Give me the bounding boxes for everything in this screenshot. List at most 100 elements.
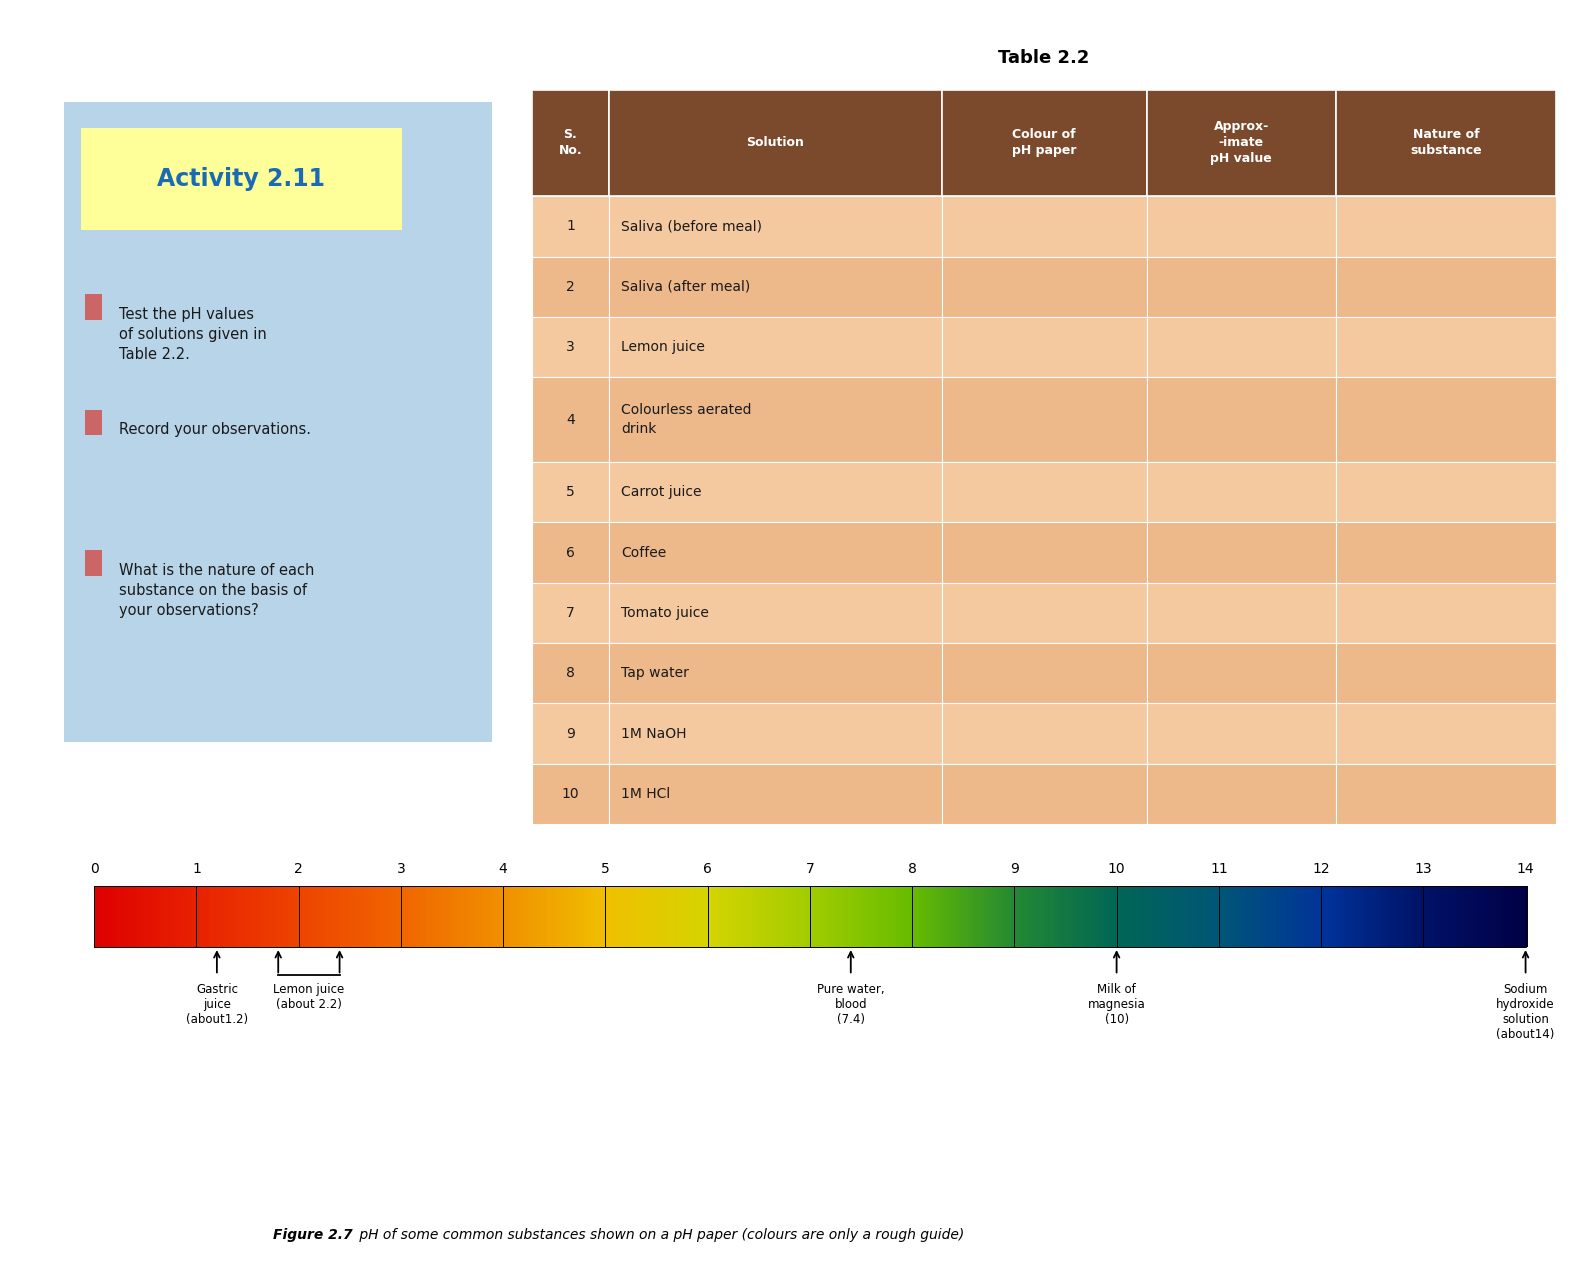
Bar xyxy=(926,886,931,947)
Bar xyxy=(405,886,410,947)
Text: 14: 14 xyxy=(1517,861,1534,876)
Bar xyxy=(1402,886,1409,947)
Text: 6: 6 xyxy=(565,545,575,559)
Bar xyxy=(532,90,608,196)
Bar xyxy=(664,886,669,947)
Text: Milk of
magnesia
(10): Milk of magnesia (10) xyxy=(1088,983,1145,1027)
Bar xyxy=(1386,886,1391,947)
Bar xyxy=(135,886,141,947)
Bar xyxy=(1147,886,1153,947)
Bar xyxy=(227,886,232,947)
Bar xyxy=(1499,886,1504,947)
Bar xyxy=(299,886,305,947)
Bar xyxy=(170,886,175,947)
Bar xyxy=(1018,886,1023,947)
Bar xyxy=(197,886,202,947)
Bar xyxy=(980,886,986,947)
Bar xyxy=(414,886,419,947)
Bar xyxy=(1515,886,1521,947)
Bar xyxy=(268,886,273,947)
Bar xyxy=(376,886,383,947)
Bar xyxy=(1223,886,1228,947)
Bar xyxy=(1310,886,1316,947)
Bar xyxy=(892,886,897,947)
Bar xyxy=(108,886,113,947)
Bar xyxy=(432,886,437,947)
Bar xyxy=(676,886,683,947)
Bar xyxy=(521,886,526,947)
Bar xyxy=(1239,886,1245,947)
Bar xyxy=(459,886,464,947)
Text: 6: 6 xyxy=(703,861,711,876)
Bar xyxy=(943,886,948,947)
Bar xyxy=(919,886,924,947)
Bar xyxy=(1161,886,1166,947)
Bar xyxy=(532,317,608,378)
Bar xyxy=(257,886,264,947)
Bar xyxy=(816,886,823,947)
Bar xyxy=(912,886,1015,947)
Bar xyxy=(554,886,559,947)
Bar xyxy=(138,886,145,947)
Bar xyxy=(637,886,642,947)
Bar xyxy=(1185,886,1191,947)
Bar xyxy=(608,886,615,947)
Text: 12: 12 xyxy=(1312,861,1329,876)
Bar xyxy=(557,886,564,947)
Bar xyxy=(400,886,407,947)
Bar xyxy=(608,643,942,704)
Bar xyxy=(281,886,287,947)
Bar xyxy=(858,886,862,947)
Bar xyxy=(1262,886,1269,947)
Bar xyxy=(988,886,992,947)
Bar xyxy=(179,886,184,947)
Bar xyxy=(942,317,1147,378)
Bar xyxy=(284,886,291,947)
Text: Figure 2.7: Figure 2.7 xyxy=(273,1229,353,1242)
Bar xyxy=(959,886,966,947)
Bar xyxy=(186,886,192,947)
Bar xyxy=(260,886,267,947)
Bar xyxy=(1399,886,1405,947)
Bar xyxy=(703,886,710,947)
Bar xyxy=(780,886,784,947)
Bar xyxy=(111,886,116,947)
Bar xyxy=(727,886,734,947)
Bar xyxy=(1104,886,1108,947)
Text: Saliva (before meal): Saliva (before meal) xyxy=(621,219,762,233)
Bar xyxy=(1107,886,1112,947)
Bar xyxy=(1267,886,1272,947)
Bar xyxy=(640,886,645,947)
Bar xyxy=(418,886,424,947)
Bar xyxy=(1383,886,1388,947)
Bar xyxy=(602,886,608,947)
Bar xyxy=(1191,886,1197,947)
Bar xyxy=(1113,886,1118,947)
Bar xyxy=(449,886,454,947)
Bar xyxy=(94,886,197,947)
Bar xyxy=(626,886,632,947)
Bar xyxy=(400,886,503,947)
Bar xyxy=(1220,886,1321,947)
Bar xyxy=(1410,886,1415,947)
Bar xyxy=(1232,886,1239,947)
Bar xyxy=(759,886,764,947)
Bar xyxy=(777,886,781,947)
Bar xyxy=(278,886,284,947)
Bar xyxy=(1413,886,1418,947)
Bar xyxy=(596,886,600,947)
Text: 4: 4 xyxy=(499,861,508,876)
Bar xyxy=(507,886,511,947)
Bar xyxy=(146,886,151,947)
Bar xyxy=(391,886,395,947)
Text: Test the pH values
of solutions given in
Table 2.2.: Test the pH values of solutions given in… xyxy=(119,307,267,362)
Bar xyxy=(656,886,662,947)
Bar xyxy=(1336,582,1556,643)
Bar xyxy=(745,886,751,947)
Bar xyxy=(569,886,573,947)
Bar xyxy=(1474,886,1480,947)
Bar xyxy=(813,886,819,947)
Bar xyxy=(532,704,608,764)
Bar xyxy=(1120,886,1126,947)
Bar xyxy=(1086,886,1091,947)
